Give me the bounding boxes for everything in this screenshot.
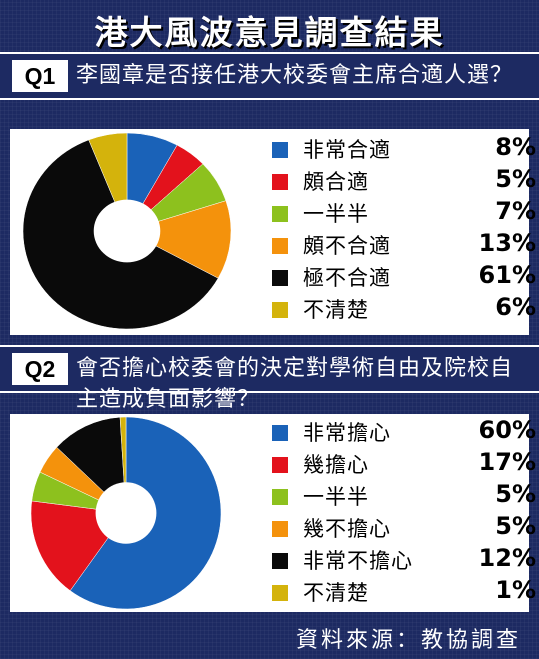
legend-swatch — [272, 302, 288, 318]
data-label: 1% — [495, 576, 536, 604]
legend-label: 非常擔心 — [303, 421, 391, 445]
legend-swatch — [272, 270, 288, 286]
legend-item: 頗合適 5% — [272, 165, 536, 197]
source-note: 資料來源：教協調查 — [295, 628, 521, 653]
data-label: 8% — [495, 133, 536, 161]
legend-item: 非常擔心 60% — [272, 416, 536, 448]
donut-hole — [95, 482, 157, 544]
data-label: 61% — [478, 261, 536, 289]
question-bar-q1: Q1 李國章是否接任港大校委會主席合適人選？ — [0, 52, 539, 100]
data-label: 6% — [495, 293, 536, 321]
data-label: 5% — [495, 512, 536, 540]
legend-label: 一半半 — [303, 485, 369, 509]
legend-swatch — [272, 521, 288, 537]
legend-swatch — [272, 142, 288, 158]
legend-label: 非常不擔心 — [303, 549, 413, 573]
data-label: 7% — [495, 197, 536, 225]
legend-item: 非常合適 8% — [272, 133, 536, 165]
pie-slice-q1-4 — [126, 200, 232, 279]
chart-panel-q2: 非常擔心 60% 幾擔心 17% 一半半 5% 幾不擔心 5% 非常不擔心 12% 不清楚 1% — [10, 414, 536, 612]
question-text-q2: 會否擔心校委會的決定對學術自由及院校自主造成負面影響？ — [76, 356, 514, 412]
legend-item: 極不合適 61% — [272, 261, 536, 293]
donut-chart-q2 — [30, 416, 222, 610]
legend-swatch — [272, 238, 288, 254]
legend-item: 幾不擔心 5% — [272, 512, 536, 544]
legend-item: 非常不擔心 12% — [272, 544, 536, 576]
legend-swatch — [272, 457, 288, 473]
legend-item: 一半半 7% — [272, 197, 536, 229]
data-label: 60% — [478, 416, 536, 444]
data-label: 17% — [478, 448, 536, 476]
legend-item: 頗不合適 13% — [272, 229, 536, 261]
legend-label: 不清楚 — [303, 298, 369, 322]
question-bar-q2: Q2 會否擔心校委會的決定對學術自由及院校自主造成負面影響？ — [0, 345, 539, 412]
legend-label: 非常合適 — [303, 138, 391, 162]
question-tag-q1: Q1 — [12, 60, 68, 92]
legend-swatch — [272, 425, 288, 441]
data-label: 5% — [495, 480, 536, 508]
legend-label: 不清楚 — [303, 581, 369, 605]
question-tag-q2: Q2 — [12, 353, 68, 385]
donut-chart-q1 — [22, 132, 232, 330]
donut-hole — [93, 199, 161, 263]
page-title: 港大風波意見調查結果 — [94, 13, 445, 52]
data-label: 5% — [495, 165, 536, 193]
legend-item: 一半半 5% — [272, 480, 536, 512]
legend-label: 幾擔心 — [303, 453, 369, 477]
data-label: 12% — [478, 544, 536, 572]
legend-item: 幾擔心 17% — [272, 448, 536, 480]
question-text-q1: 李國章是否接任港大校委會主席合適人選？ — [76, 63, 514, 88]
data-label: 13% — [478, 229, 536, 257]
chart-panel-q1: 非常合適 8% 頗合適 5% 一半半 7% 頗不合適 13% 極不合適 61% 不清楚 6% — [10, 129, 536, 335]
legend-q2: 非常擔心 60% 幾擔心 17% 一半半 5% 幾不擔心 5% 非常不擔心 12% 不清楚 1% — [272, 416, 536, 608]
legend-swatch — [272, 553, 288, 569]
legend-label: 頗不合適 — [303, 234, 391, 258]
legend-swatch — [272, 585, 288, 601]
legend-swatch — [272, 489, 288, 505]
legend-item: 不清楚 6% — [272, 293, 536, 325]
legend-item: 不清楚 1% — [272, 576, 536, 608]
legend-label: 幾不擔心 — [303, 517, 391, 541]
legend-label: 極不合適 — [303, 266, 391, 290]
legend-label: 一半半 — [303, 202, 369, 226]
legend-label: 頗合適 — [303, 170, 369, 194]
legend-q1: 非常合適 8% 頗合適 5% 一半半 7% 頗不合適 13% 極不合適 61% 不清楚 6% — [272, 133, 536, 325]
legend-swatch — [272, 206, 288, 222]
legend-swatch — [272, 174, 288, 190]
